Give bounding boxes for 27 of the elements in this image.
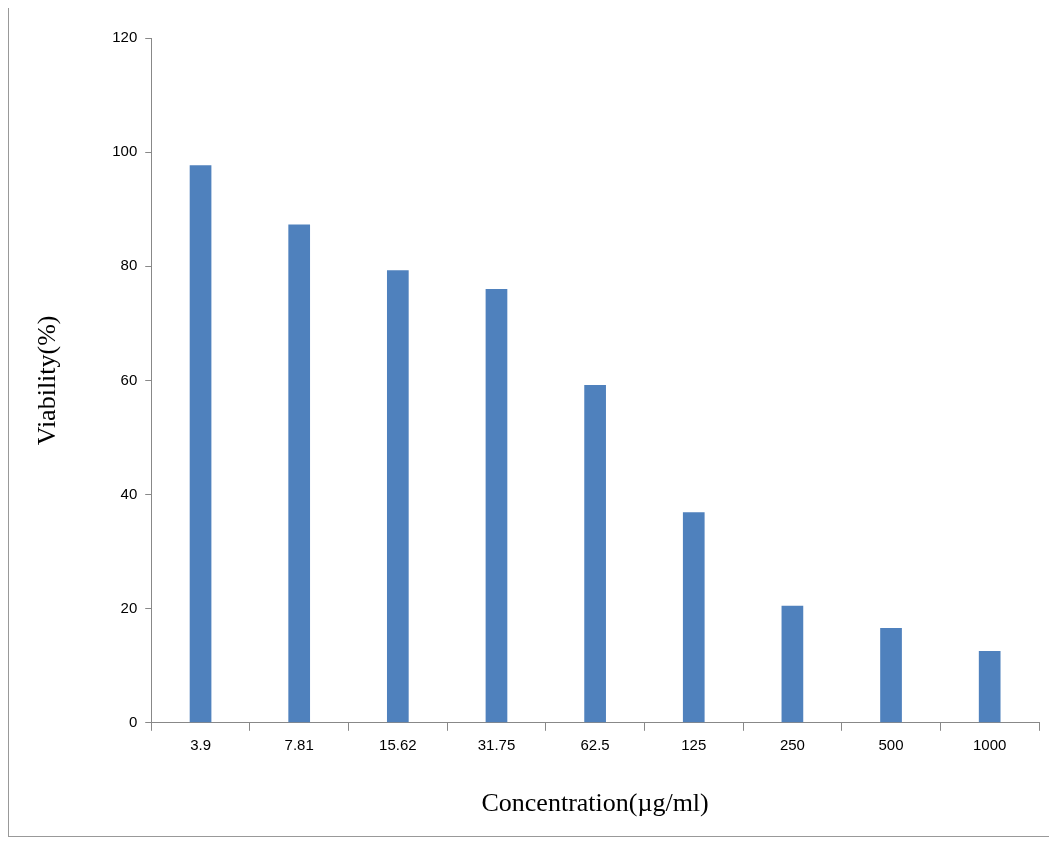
x-tick-label: 31.75 bbox=[477, 735, 516, 753]
x-tick-label: 500 bbox=[878, 735, 904, 753]
x-axis-title: Concentration(µg/ml) bbox=[481, 788, 709, 818]
x-tick-label: 1000 bbox=[972, 735, 1007, 753]
bar bbox=[485, 289, 508, 723]
x-tick-label: 250 bbox=[779, 735, 805, 753]
bar bbox=[584, 384, 606, 723]
y-tick-label: 60 bbox=[120, 370, 138, 388]
y-tick-label: 80 bbox=[120, 256, 138, 274]
x-tick-label: 125 bbox=[681, 735, 707, 753]
bar bbox=[386, 270, 409, 723]
x-tick-label: 15.62 bbox=[379, 735, 417, 753]
bar bbox=[189, 165, 212, 723]
y-tick-label: 120 bbox=[112, 28, 138, 46]
y-tick-label: 40 bbox=[120, 484, 138, 502]
x-tick-label: 7.81 bbox=[284, 735, 314, 753]
bar bbox=[978, 650, 1001, 723]
bar bbox=[880, 628, 902, 723]
bar bbox=[288, 224, 311, 723]
y-tick-label: 20 bbox=[120, 598, 138, 616]
bar bbox=[682, 512, 705, 723]
y-axis-title: Viability(%) bbox=[32, 315, 62, 446]
x-tick-label: 62.5 bbox=[580, 735, 610, 753]
y-tick-label: 0 bbox=[128, 712, 138, 730]
x-tick-label: 3.9 bbox=[190, 735, 211, 753]
bar bbox=[781, 605, 804, 723]
y-tick-label: 100 bbox=[112, 142, 138, 160]
